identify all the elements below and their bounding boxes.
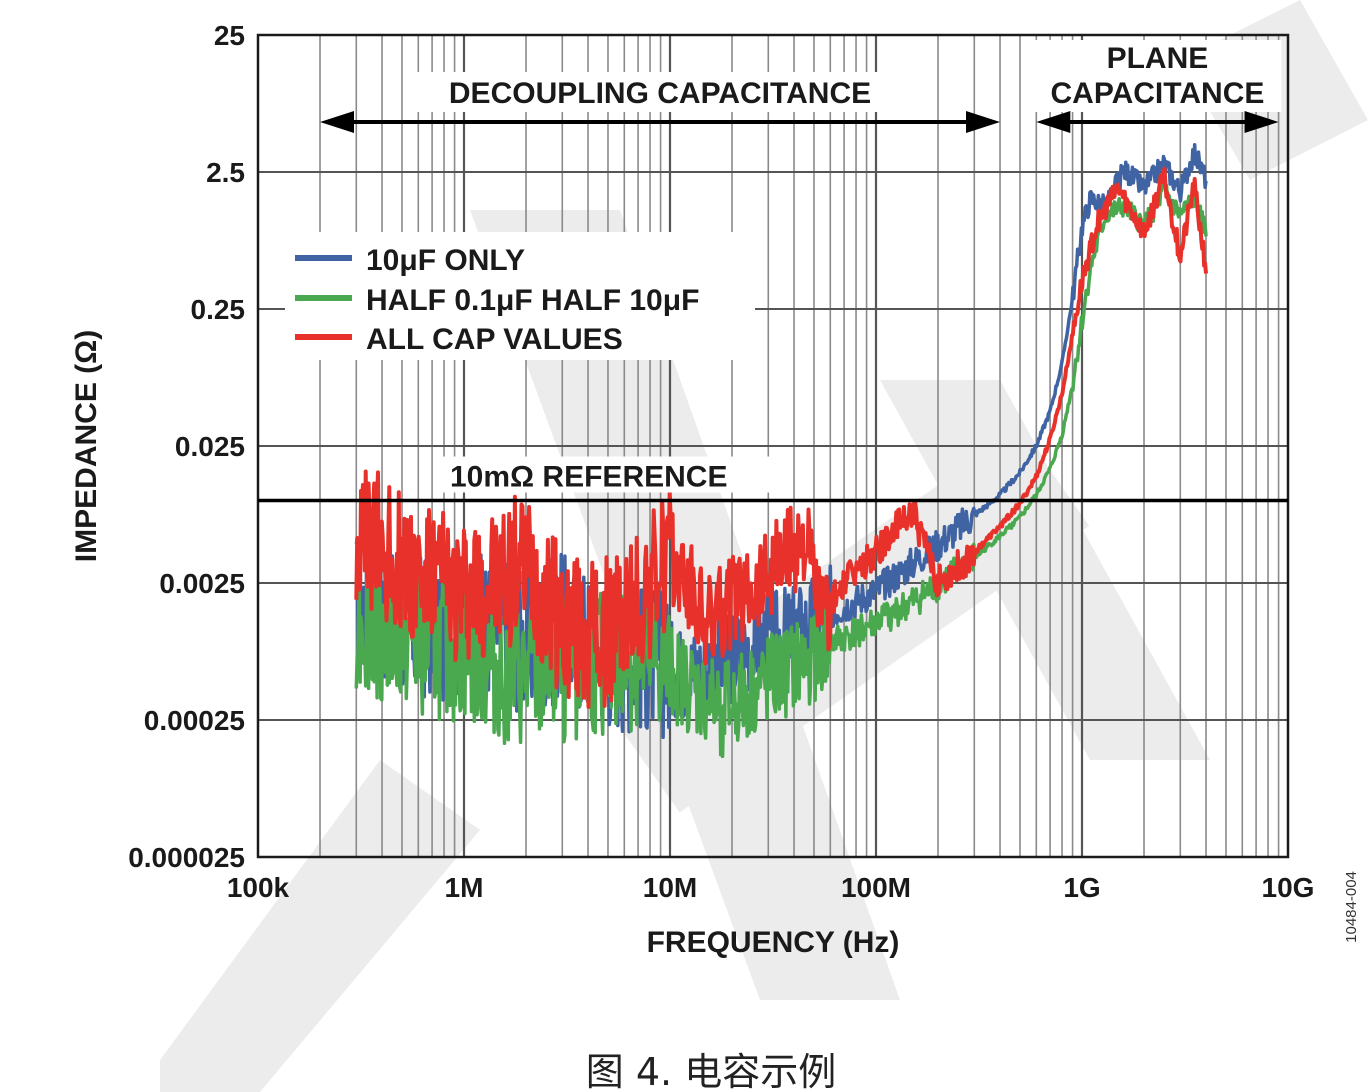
- y-tick-label: 0.00025: [144, 705, 245, 736]
- x-tick-label: 10G: [1262, 872, 1315, 903]
- decoupling-annotation: DECOUPLING CAPACITANCE: [320, 72, 1001, 133]
- y-tick-label: 0.25: [191, 294, 246, 325]
- decoupling-arrow-right-head: [966, 111, 1001, 133]
- decoupling-label: DECOUPLING CAPACITANCE: [449, 77, 871, 110]
- legend-bg: [285, 232, 755, 360]
- y-tick-label: 25: [214, 20, 245, 51]
- y-axis-title: IMPEDANCE (Ω): [70, 330, 103, 562]
- plane-label-line1: PLANE: [1107, 42, 1209, 75]
- x-tick-label: 1G: [1063, 872, 1100, 903]
- x-tick-label: 100k: [227, 872, 290, 903]
- plane-label-line2: CAPACITANCE: [1050, 77, 1264, 110]
- plane-annotation: PLANE CAPACITANCE: [1033, 40, 1282, 133]
- y-tick-label: 2.5: [206, 157, 245, 188]
- legend: 10μF ONLY HALF 0.1μF HALF 10μF ALL CAP V…: [285, 232, 755, 360]
- legend-label-10uf: 10μF ONLY: [366, 244, 525, 277]
- decoupling-arrow-left-head: [320, 111, 355, 133]
- series-line-2: [354, 182, 1208, 759]
- x-axis-title: FREQUENCY (Hz): [647, 926, 900, 959]
- series-layer: [354, 143, 1208, 759]
- y-tick-labels: 25 2.5 0.25 0.025 0.0025 0.00025 0.000025: [128, 20, 245, 873]
- reference-label-bg: [440, 456, 770, 493]
- figure-caption: 图 4. 电容示例: [586, 1050, 836, 1092]
- plane-label-bg: [1033, 40, 1282, 112]
- plane-arrow-left-head: [1036, 111, 1071, 133]
- series-line-3: [354, 166, 1208, 709]
- plot-frame: [256, 33, 1290, 859]
- y-tick-label: 0.025: [175, 431, 245, 462]
- plane-arrow-right-head: [1244, 111, 1279, 133]
- legend-label-half: HALF 0.1μF HALF 10μF: [366, 284, 699, 317]
- x-tick-label: 100M: [841, 872, 911, 903]
- watermark-stroke-3: [880, 380, 1210, 760]
- x-tick-label: 1M: [445, 872, 484, 903]
- x-tick-labels: 100k 1M 10M 100M 1G 10G: [227, 872, 1315, 903]
- decoupling-label-bg: [415, 72, 906, 112]
- reference-label: 10mΩ REFERENCE: [450, 461, 727, 494]
- figure-id: 10484-004: [1343, 871, 1360, 943]
- watermark-stroke-5: [160, 760, 480, 1092]
- plot-grid: [258, 35, 1288, 857]
- legend-label-all: ALL CAP VALUES: [366, 323, 623, 356]
- y-tick-label: 0.0025: [159, 568, 245, 599]
- y-tick-label: 0.000025: [128, 842, 245, 873]
- x-tick-label: 10M: [643, 872, 697, 903]
